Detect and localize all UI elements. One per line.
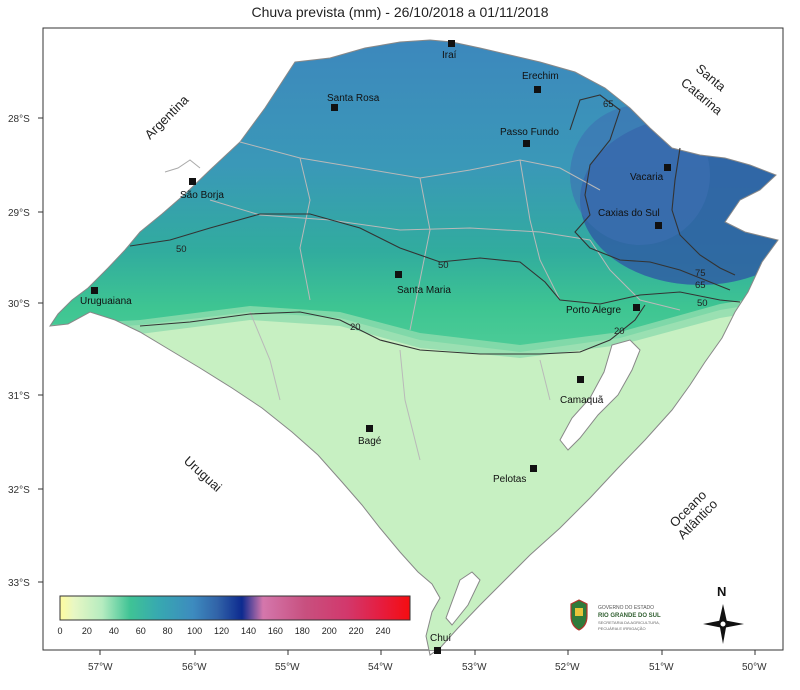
city-marker-passo-fundo	[523, 140, 530, 147]
map-title: Chuva prevista (mm) - 26/10/2018 a 01/11…	[251, 4, 549, 20]
city-pelotas: Pelotas	[493, 474, 526, 485]
city-marker-camaqua	[577, 376, 584, 383]
city-marker-bage	[366, 425, 373, 432]
city-santa-maria: Santa Maria	[397, 285, 451, 296]
city-caxias: Caxias do Sul	[598, 208, 660, 219]
svg-text:75: 75	[695, 268, 706, 279]
city-marker-santa-rosa	[331, 104, 338, 111]
city-santa-rosa: Santa Rosa	[327, 93, 380, 104]
regional-boundaries	[209, 141, 681, 461]
svg-text:RIO GRANDE DO SUL: RIO GRANDE DO SUL	[598, 613, 661, 619]
colorbar-tick-100: 100	[187, 626, 202, 636]
colorbar-tick-120: 120	[214, 626, 229, 636]
government-logo: GOVERNO DO ESTADO RIO GRANDE DO SUL SECR…	[570, 599, 661, 631]
colorbar-tick-80: 80	[163, 626, 173, 636]
svg-text:53°W: 53°W	[462, 662, 487, 673]
svg-text:20: 20	[614, 326, 625, 337]
colorbar-tick-60: 60	[136, 626, 146, 636]
svg-text:51°W: 51°W	[649, 662, 674, 673]
colorbar-tick-140: 140	[241, 626, 256, 636]
north-compass-icon: N	[703, 584, 744, 644]
svg-text:65: 65	[695, 280, 706, 291]
svg-text:SECRETARIA DA AGRICULTURA,: SECRETARIA DA AGRICULTURA,	[598, 620, 660, 625]
colorbar-tick-40: 40	[109, 626, 119, 636]
city-marker-chui	[434, 647, 441, 654]
svg-text:50: 50	[697, 298, 708, 309]
cities: Iraí Erechim Santa Rosa Passo Fundo São …	[80, 40, 671, 654]
colorbar-tick-180: 180	[295, 626, 310, 636]
svg-text:54°W: 54°W	[368, 662, 393, 673]
svg-text:20: 20	[350, 322, 361, 333]
colorbar-gradient	[59, 595, 411, 621]
svg-text:29°S: 29°S	[8, 208, 30, 219]
city-marker-caxias	[655, 222, 662, 229]
svg-text:55°W: 55°W	[275, 662, 300, 673]
svg-text:30°S: 30°S	[8, 299, 30, 310]
svg-text:56°W: 56°W	[182, 662, 207, 673]
colorbar-tick-160: 160	[268, 626, 283, 636]
svg-text:50: 50	[438, 260, 449, 271]
city-marker-santa-maria	[395, 271, 402, 278]
city-marker-irai	[448, 40, 455, 47]
svg-text:50°W: 50°W	[742, 662, 767, 673]
svg-text:PECUÁRIA E IRRIGAÇÃO: PECUÁRIA E IRRIGAÇÃO	[598, 626, 646, 631]
city-camaqua: Camaquã	[560, 395, 604, 406]
city-marker-pelotas	[530, 465, 537, 472]
lagoa-dos-patos	[559, 339, 641, 451]
svg-text:50: 50	[176, 244, 187, 255]
city-vacaria: Vacaria	[630, 172, 664, 183]
city-marker-uruguaiana	[91, 287, 98, 294]
svg-text:N: N	[717, 584, 726, 599]
svg-text:52°W: 52°W	[555, 662, 580, 673]
svg-text:31°S: 31°S	[8, 391, 30, 402]
city-marker-sao-borja	[189, 178, 196, 185]
svg-text:65: 65	[603, 99, 614, 110]
border-argentina	[164, 159, 201, 173]
city-marker-vacaria	[664, 164, 671, 171]
colorbar: 0 20 40 60 80 100 120 140 160 180 200 220 240	[57, 595, 411, 636]
isolines	[129, 94, 741, 355]
colorbar-ticks: 0 20 40 60 80 100 120 140 160 180 200 220 240	[57, 626, 390, 636]
colorbar-tick-200: 200	[322, 626, 337, 636]
city-uruguaiana: Uruguaiana	[80, 296, 132, 307]
city-bage: Bagé	[358, 436, 382, 447]
svg-text:57°W: 57°W	[88, 662, 113, 673]
city-erechim: Erechim	[522, 71, 559, 82]
isoline-labels: 65 50 50 20 20 75 65 50	[176, 99, 708, 337]
colorbar-tick-240: 240	[376, 626, 391, 636]
longitude-labels: 57°W 56°W 55°W 54°W 53°W 52°W 51°W 50°W	[88, 662, 767, 673]
svg-text:33°S: 33°S	[8, 578, 30, 589]
city-passo-fundo: Passo Fundo	[500, 127, 559, 138]
city-sao-borja: São Borja	[180, 190, 224, 201]
svg-text:32°S: 32°S	[8, 485, 30, 496]
svg-text:28°S: 28°S	[8, 114, 30, 125]
city-porto-alegre: Porto Alegre	[566, 305, 621, 316]
colorbar-tick-0: 0	[57, 626, 62, 636]
colorbar-tick-220: 220	[349, 626, 364, 636]
latitude-labels: 28°S 29°S 30°S 31°S 32°S 33°S	[8, 114, 30, 589]
city-irai: Iraí	[442, 50, 457, 61]
city-marker-erechim	[534, 86, 541, 93]
colorbar-tick-20: 20	[82, 626, 92, 636]
city-chui: Chuí	[430, 633, 451, 644]
city-marker-porto-alegre	[633, 304, 640, 311]
svg-text:GOVERNO DO ESTADO: GOVERNO DO ESTADO	[598, 605, 654, 611]
lagoa-mirim	[445, 571, 481, 626]
